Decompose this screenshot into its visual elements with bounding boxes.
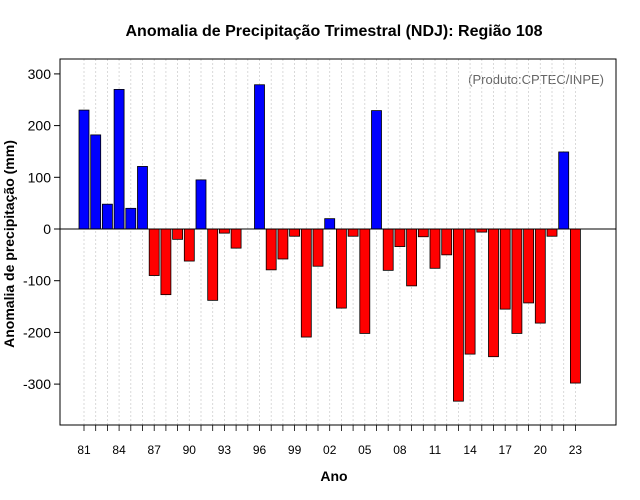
bar-1997 [265,228,277,271]
bar-2022 [558,151,570,230]
bar-2009 [406,228,418,287]
bars [78,84,581,402]
bar-1989 [172,228,184,240]
bar-2010 [417,228,429,238]
bar-1984 [113,89,125,230]
axes: 300 200 100 0 -100 -200 -300 81 84 87 90 93 96 99 02 05… [23,58,617,457]
x-tick-label: 99 [288,443,302,457]
bar-1999 [289,228,301,237]
bar-1986 [137,166,148,230]
bar-1988 [160,228,172,296]
bar-1990 [183,228,195,262]
source-note: (Produto:CPTEC/INPE) [468,72,604,87]
y-tick-label: -300 [23,376,51,392]
y-axis-label: Anomalia de precipitação (mm) [1,140,17,348]
chart-title: Anomalia de Precipitação Trimestral (NDJ… [125,23,542,40]
bar-1993 [218,228,230,234]
bar-2023 [570,228,581,384]
x-tick-label: 84 [112,443,126,457]
y-tick-label: 100 [28,169,52,185]
x-tick-label: 05 [358,443,372,457]
bar-2003 [335,228,347,309]
x-tick-label: 96 [253,443,267,457]
bar-2021 [546,228,558,237]
bar-1982 [90,134,102,230]
bar-1987 [148,228,160,276]
bar-2019 [523,228,534,304]
x-tick-label: 20 [534,443,548,457]
bar-2008 [394,228,406,247]
bar-2016 [488,228,499,358]
x-tick-label: 23 [569,443,583,457]
bar-1992 [207,228,219,301]
bar-2006 [371,110,382,230]
y-tick-label: 300 [28,66,52,82]
y-tick-label: -200 [23,324,51,340]
bar-1996 [254,84,265,230]
plot-frame [59,58,617,426]
y-tick-label: 200 [28,118,52,134]
bar-2007 [382,228,394,271]
x-tick-label: 14 [463,443,477,457]
bar-2014 [464,228,476,355]
bar-2004 [347,228,359,237]
y-tick-label: -100 [23,273,51,289]
bar-1985 [125,207,137,230]
x-tick-label: 93 [218,443,232,457]
x-tick-label: 17 [499,443,513,457]
x-tick-label: 87 [148,443,162,457]
x-tick-label: 90 [183,443,197,457]
x-axis-label: Ano [320,468,347,484]
bar-1981 [78,109,90,230]
bar-2013 [452,228,464,402]
bar-2005 [359,228,371,334]
bar-1983 [102,203,113,230]
bar-2002 [324,218,336,230]
bar-1998 [277,228,289,260]
x-tick-label: 81 [77,443,91,457]
x-tick-label: 02 [323,443,337,457]
bar-2020 [534,228,546,324]
bar-2012 [441,228,453,256]
bar-2017 [499,228,511,310]
bar-1994 [230,228,242,249]
bar-2001 [312,228,324,267]
bar-1991 [195,179,207,230]
bar-2011 [429,228,441,269]
x-tick-label: 08 [393,443,407,457]
x-tick-label: 11 [429,443,442,457]
y-tick-label: 0 [43,221,51,237]
bar-2018 [511,228,523,334]
bar-2000 [300,228,312,338]
